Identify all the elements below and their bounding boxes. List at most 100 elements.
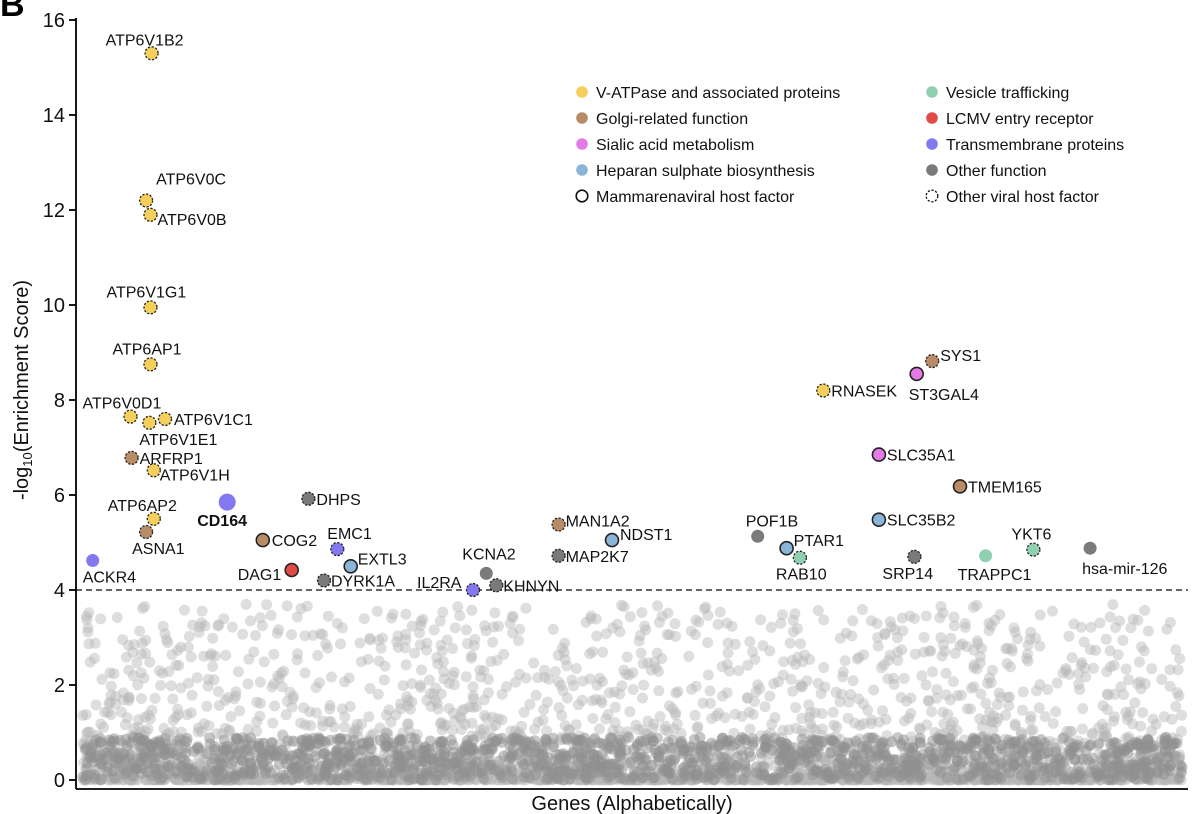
background-point <box>809 707 821 719</box>
background-point <box>516 720 528 732</box>
background-point <box>454 711 466 723</box>
background-point <box>299 630 311 642</box>
background-point <box>656 610 668 622</box>
background-point <box>349 723 361 735</box>
background-point <box>1025 710 1037 722</box>
background-point <box>831 721 843 733</box>
gene-label-ptar1: PTAR1 <box>794 533 844 550</box>
background-point <box>721 617 733 629</box>
background-point <box>261 599 273 611</box>
background-point <box>1108 715 1120 727</box>
y-tick-label: 14 <box>43 105 65 127</box>
y-tick-label: 10 <box>43 295 65 317</box>
background-point <box>920 610 932 622</box>
background-point <box>96 673 108 685</box>
background-point <box>1104 611 1116 623</box>
background-point <box>1107 599 1119 611</box>
background-point <box>121 740 133 752</box>
background-point <box>172 703 184 715</box>
background-point <box>624 706 636 718</box>
background-point <box>714 606 726 618</box>
background-point <box>460 671 472 683</box>
legend-label: Vesicle trafficking <box>946 85 1069 102</box>
background-point <box>271 627 283 639</box>
background-point <box>916 670 928 682</box>
background-point <box>790 702 802 713</box>
background-point <box>647 722 659 734</box>
background-point <box>83 607 95 619</box>
background-point <box>660 720 671 732</box>
point-rab10 <box>792 550 808 565</box>
background-point <box>400 608 412 620</box>
background-point <box>600 628 612 640</box>
background-point <box>392 630 404 642</box>
background-point <box>331 756 343 768</box>
background-point <box>237 732 249 744</box>
y-tick-label: 6 <box>54 485 65 507</box>
point-st3gal4 <box>909 366 925 382</box>
background-point <box>322 610 334 622</box>
background-point <box>145 713 156 725</box>
background-point <box>232 666 244 678</box>
background-point <box>194 758 206 770</box>
point-trappc1 <box>979 549 993 563</box>
background-point <box>436 717 447 728</box>
background-point <box>1001 642 1013 654</box>
background-point <box>892 646 904 658</box>
background-point <box>760 740 772 752</box>
background-point <box>792 651 804 663</box>
background-point <box>351 718 363 730</box>
background-point <box>566 732 578 744</box>
background-point <box>139 735 151 747</box>
background-point <box>181 709 193 721</box>
background-point <box>132 679 144 691</box>
background-point <box>803 711 815 723</box>
gene-label-dhps: DHPS <box>316 492 360 509</box>
point-atp6v1h <box>146 463 161 478</box>
background-point <box>547 623 559 635</box>
background-point <box>86 742 98 754</box>
background-point <box>514 623 526 635</box>
background-point <box>1026 735 1038 747</box>
background-point <box>1009 718 1021 730</box>
background-point <box>968 601 979 613</box>
background-point <box>109 772 121 784</box>
gene-label-atp6v1b2: ATP6V1B2 <box>106 32 184 49</box>
background-point <box>650 748 662 759</box>
background-point <box>1057 732 1069 744</box>
background-point <box>355 764 367 776</box>
background-point <box>505 762 517 774</box>
background-point <box>555 679 567 691</box>
background-point <box>1088 759 1100 770</box>
background-point <box>542 772 554 784</box>
background-point <box>507 627 519 639</box>
background-point <box>873 716 885 728</box>
background-point <box>518 742 530 754</box>
background-point <box>937 706 949 718</box>
background-point <box>785 673 797 685</box>
background-point <box>1066 726 1077 738</box>
background-point <box>1129 697 1141 709</box>
background-point <box>417 613 429 625</box>
background-point <box>827 735 839 747</box>
background-point <box>898 673 910 684</box>
background-point <box>510 676 522 688</box>
background-point <box>804 653 816 665</box>
background-point <box>414 679 426 691</box>
background-point <box>959 621 971 633</box>
background-point <box>182 641 194 653</box>
point-atp6v1c1 <box>157 411 173 427</box>
legend-marker <box>576 86 588 98</box>
background-point <box>395 703 407 715</box>
background-point <box>204 738 216 750</box>
gene-label-trappc1: TRAPPC1 <box>958 567 1032 584</box>
background-point <box>966 682 977 694</box>
background-point <box>865 718 877 729</box>
background-point <box>278 665 290 677</box>
background-point <box>935 632 947 644</box>
background-point <box>627 667 639 679</box>
background-point <box>539 664 550 676</box>
background-point <box>783 724 795 736</box>
background-point <box>702 669 714 681</box>
background-point <box>797 656 809 668</box>
